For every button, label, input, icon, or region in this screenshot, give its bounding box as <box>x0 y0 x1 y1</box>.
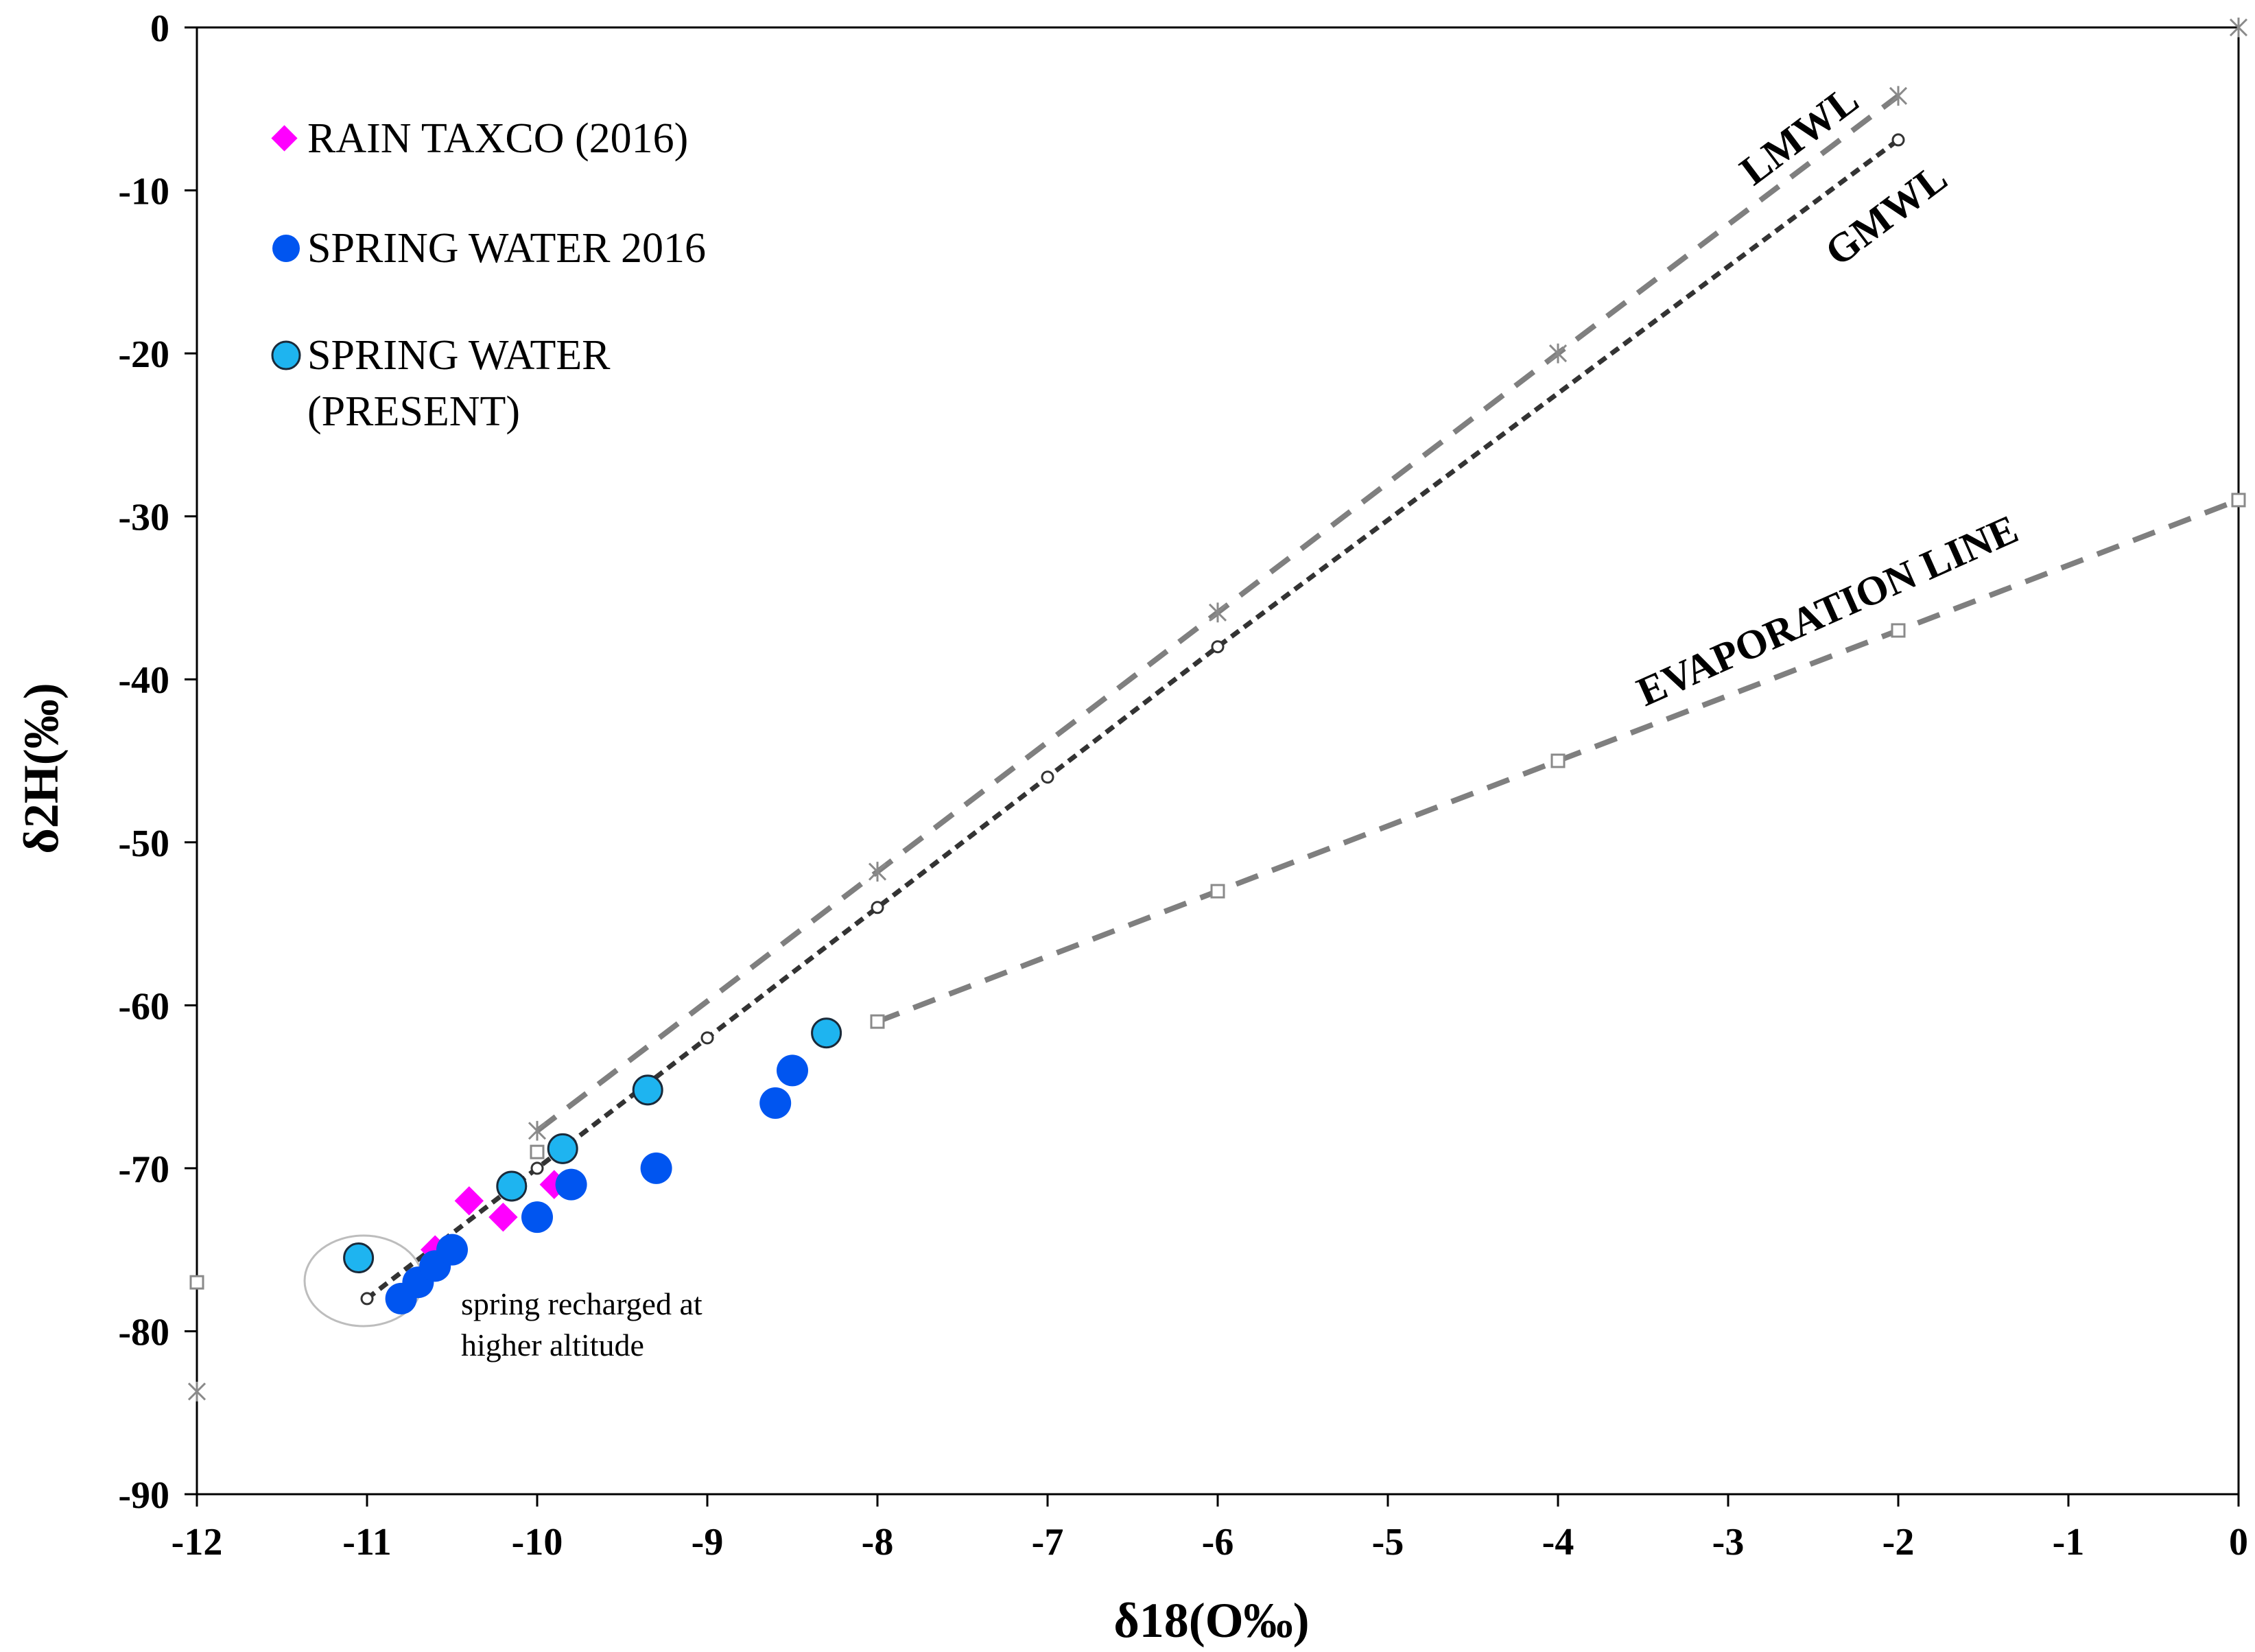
spring-water-present-point <box>811 1017 842 1049</box>
legend-marker-spring-2016 <box>272 235 300 262</box>
evaporation-line-line-marker <box>530 1144 545 1159</box>
legend: RAIN TAXCO (2016) SPRING WATER 2016 SPRI… <box>271 115 706 435</box>
y-tick-label: -60 <box>118 985 169 1028</box>
evaporation-line-line-marker <box>2231 493 2246 508</box>
lmwl-line-marker <box>1208 602 1227 623</box>
spring-water-2016-point <box>555 1168 587 1201</box>
legend-marker-rain <box>271 125 298 152</box>
evaporation-line-line <box>876 497 2240 1024</box>
evaporation-line-line-marker <box>189 1275 204 1290</box>
x-tick-label: -10 <box>512 1521 563 1564</box>
y-tick-label: -40 <box>118 659 169 702</box>
spring-water-2016-point <box>436 1234 468 1266</box>
x-tick-label: -7 <box>1032 1521 1064 1564</box>
rain-taxco-2016-point <box>488 1202 518 1232</box>
y-axis-title: δ2H(‰) <box>14 683 69 853</box>
y-tick-label: -30 <box>118 497 169 539</box>
x-tick-label: -12 <box>172 1521 223 1564</box>
y-tick-label: -90 <box>118 1474 169 1517</box>
x-tick-label: -2 <box>1882 1521 1915 1564</box>
x-tick-label: -8 <box>862 1521 894 1564</box>
legend-label-spring-present-line1: SPRING WATER <box>307 332 611 379</box>
evaporation-line-line-marker <box>1550 753 1566 768</box>
legend-label-rain: RAIN TAXCO (2016) <box>307 115 688 162</box>
lmwl-line-marker <box>528 1120 547 1141</box>
spring-water-2016-point <box>759 1087 792 1119</box>
lmwl-line-marker <box>1889 86 1908 106</box>
label-lmwl: LMWL <box>1732 76 1867 193</box>
x-axis-title: δ18(O‰) <box>1113 1593 1309 1648</box>
x-tick-label: -9 <box>692 1521 724 1564</box>
evaporation-line-line-marker <box>1210 884 1225 899</box>
spring-water-2016-point <box>640 1152 672 1184</box>
x-tick-label: -11 <box>342 1521 392 1564</box>
x-tick-label: -6 <box>1202 1521 1234 1564</box>
evaporation-line-line-marker <box>870 1014 885 1029</box>
x-tick-label: -4 <box>1542 1521 1574 1564</box>
y-tick-label: -20 <box>118 333 169 376</box>
spring-water-2016-point <box>521 1201 553 1234</box>
y-tick-label: 0 <box>150 8 169 50</box>
ticks: -12 -11 -10 -9 -8 -7 -6 -5 -4 -3 -2 -1 00-10-20-30-4… <box>118 8 2248 1564</box>
spring-water-present-point <box>343 1242 375 1274</box>
x-tick-label: -1 <box>2053 1521 2085 1564</box>
x-tick-label: -3 <box>1712 1521 1745 1564</box>
legend-marker-spring-present <box>271 340 301 370</box>
evaporation-line-line-marker <box>1891 623 1906 638</box>
spring-water-present-point <box>547 1133 578 1164</box>
label-gmwl: GMWL <box>1817 154 1955 274</box>
legend-label-spring-2016: SPRING WATER 2016 <box>307 225 706 272</box>
gmwl-line-marker <box>1891 133 1905 147</box>
annotation-group: spring recharged at higher altitude <box>303 1234 703 1362</box>
y-tick-label: -70 <box>118 1148 169 1191</box>
y-tick-label: -50 <box>118 823 169 865</box>
spring-water-2016-point <box>777 1054 808 1087</box>
gmwl-line-marker <box>530 1161 544 1175</box>
label-evaporation-line: EVAPORATION LINE <box>1630 506 2024 715</box>
data-points <box>343 1017 842 1314</box>
lmwl-line-marker <box>187 1381 206 1402</box>
reference-lines <box>365 93 2240 1301</box>
gmwl-line-marker <box>1211 640 1225 654</box>
legend-label-spring-present-line2: (PRESENT) <box>307 388 520 435</box>
y-tick-label: -80 <box>118 1311 169 1354</box>
x-tick-label: -5 <box>1372 1521 1404 1564</box>
lmwl-line-marker <box>868 862 887 882</box>
spring-water-present-point <box>496 1170 528 1202</box>
reference-line-markers <box>187 17 2248 1402</box>
gmwl-line-marker <box>871 901 884 914</box>
gmwl-line-marker <box>700 1031 714 1045</box>
gmwl-line-marker <box>1041 770 1054 784</box>
gmwl-line-marker <box>360 1292 374 1306</box>
lmwl-line-marker <box>1548 343 1568 364</box>
rain-taxco-2016-point <box>454 1186 484 1216</box>
annotation-line-2: higher altitude <box>461 1328 644 1362</box>
y-tick-label: -10 <box>118 171 169 213</box>
x-tick-label: 0 <box>2229 1521 2248 1564</box>
spring-water-present-point <box>632 1074 663 1106</box>
lmwl-line-marker <box>2229 17 2248 38</box>
annotation-line-1: spring recharged at <box>461 1286 703 1321</box>
